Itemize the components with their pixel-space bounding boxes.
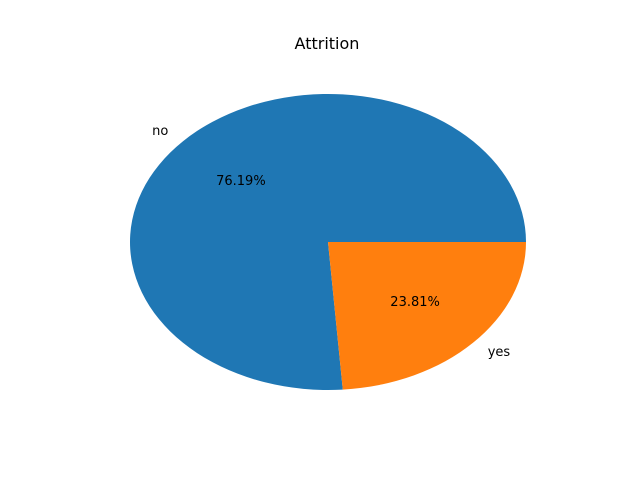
slice-label-no: no (152, 124, 168, 139)
slice-percent-yes: 23.81% (390, 295, 440, 310)
pie-slice-yes (328, 242, 527, 390)
pie-slices (130, 94, 527, 391)
pie-slice-no (130, 94, 526, 391)
slice-percent-no: 76.19% (216, 174, 266, 189)
chart-title: Attrition (295, 34, 360, 53)
slice-label-yes: yes (488, 345, 511, 360)
pie-labels: no 76.19% yes 23.81% (152, 124, 510, 360)
